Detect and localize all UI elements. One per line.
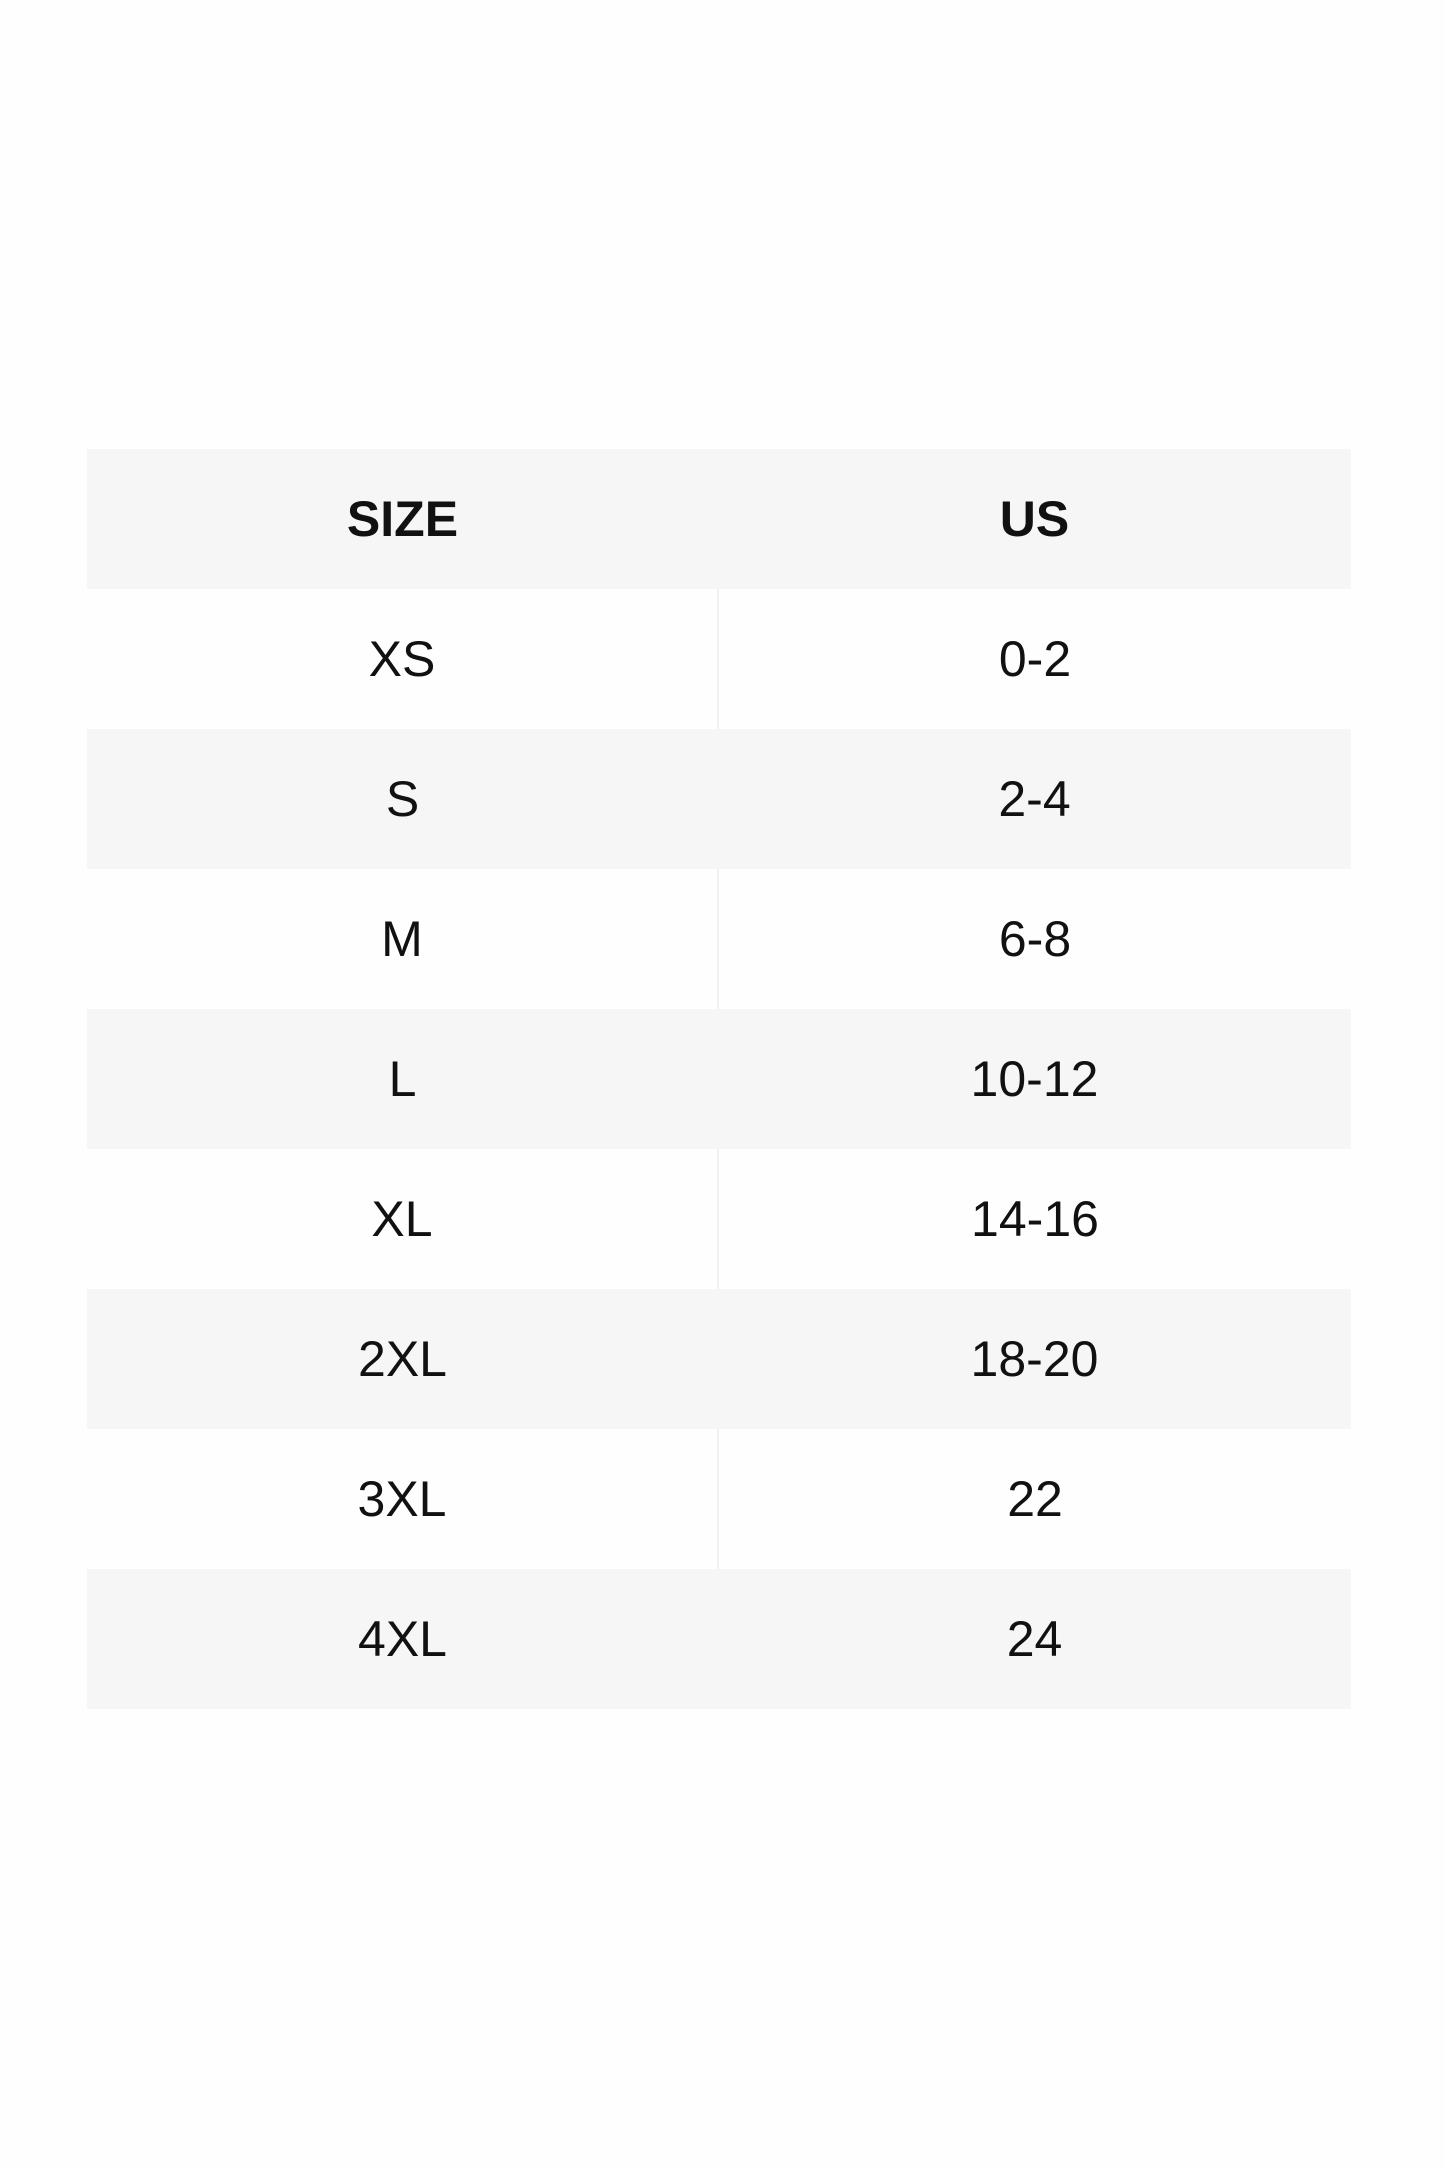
table-row: 3XL 22: [87, 1429, 1351, 1569]
table-cell: 10-12: [970, 1051, 1099, 1107]
table-row: XS 0-2: [87, 589, 1351, 729]
table-cell: 22: [1007, 1471, 1063, 1527]
header-cell: SIZE: [346, 491, 459, 547]
table-row: XL 14-16: [87, 1149, 1351, 1289]
table-row: 2XL 18-20: [87, 1289, 1351, 1429]
table-row: L 10-12: [87, 1009, 1351, 1149]
table-cell: 4XL: [358, 1611, 447, 1667]
table-cell: 6-8: [998, 911, 1072, 967]
table-row: M 6-8: [87, 869, 1351, 1009]
table-cell: XS: [87, 589, 719, 729]
table-cell: 14-16: [971, 1191, 1099, 1247]
header-row: SIZE US: [87, 449, 1351, 589]
size-chart-table: SIZE US XS 0-2 S 2-4 M 6-8 L 10-12 XL 14-16 2XL 18-…: [87, 449, 1351, 1709]
table-cell: 2-4: [998, 771, 1071, 827]
table-row: 4XL 24: [87, 1569, 1351, 1709]
table-cell: 2XL: [358, 1331, 447, 1387]
table-cell: 3XL: [87, 1429, 719, 1569]
table-cell: 0-2: [998, 631, 1072, 687]
table-row: S 2-4: [87, 729, 1351, 869]
table-cell: S: [385, 771, 420, 827]
table-cell: M: [87, 869, 719, 1009]
table-cell: 18-20: [970, 1331, 1099, 1387]
header-cell: US: [999, 491, 1070, 547]
table-cell: XL: [87, 1149, 719, 1289]
table-cell: L: [388, 1051, 417, 1107]
table-cell: 24: [1006, 1611, 1063, 1667]
